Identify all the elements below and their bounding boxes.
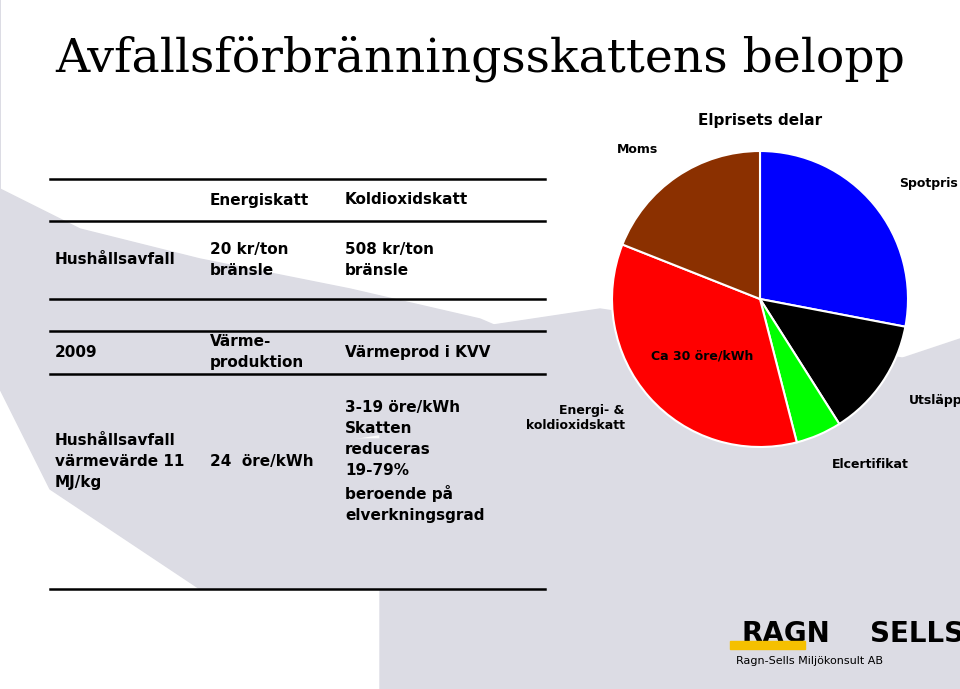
Text: Värme-
produktion: Värme- produktion: [210, 334, 304, 371]
Text: Utsläppsrätter: Utsläppsrätter: [909, 394, 960, 407]
Polygon shape: [0, 0, 550, 449]
Text: Moms: Moms: [617, 143, 659, 156]
Polygon shape: [380, 309, 960, 689]
Text: 24  öre/kWh: 24 öre/kWh: [210, 454, 314, 469]
Text: Spotpris: Spotpris: [900, 177, 958, 190]
Text: RAGN: RAGN: [741, 620, 830, 648]
Wedge shape: [760, 299, 839, 442]
Text: Avfallsförbränningsskattens belopp: Avfallsförbränningsskattens belopp: [55, 36, 905, 82]
Text: SELLS: SELLS: [870, 620, 960, 648]
Text: Ca 30 öre/kWh: Ca 30 öre/kWh: [651, 349, 753, 362]
Text: 20 kr/ton
bränsle: 20 kr/ton bränsle: [210, 242, 289, 278]
Wedge shape: [622, 151, 760, 299]
Bar: [730, 641, 805, 649]
Text: 3-19 öre/kWh
Skatten
reduceras
19-79%
beroende på
elverkningsgrad: 3-19 öre/kWh Skatten reduceras 19-79% be…: [345, 400, 485, 523]
Wedge shape: [760, 151, 908, 327]
Text: Hushållsavfall
värmevärde 11
MJ/kg: Hushållsavfall värmevärde 11 MJ/kg: [55, 433, 184, 490]
Text: Elcertifikat: Elcertifikat: [831, 458, 908, 471]
Wedge shape: [612, 245, 797, 447]
Wedge shape: [760, 299, 905, 424]
Text: Koldioxidskatt: Koldioxidskatt: [345, 192, 468, 207]
Text: 508 kr/ton
bränsle: 508 kr/ton bränsle: [345, 242, 434, 278]
Text: 2009: 2009: [55, 345, 98, 360]
Text: Hushållsavfall: Hushållsavfall: [55, 252, 176, 267]
Polygon shape: [0, 339, 960, 589]
Text: Värmeprod i KVV: Värmeprod i KVV: [345, 345, 491, 360]
Text: Energi- &
koldioxidskatt: Energi- & koldioxidskatt: [525, 404, 625, 433]
Text: Elprisets delar: Elprisets delar: [698, 114, 822, 129]
Text: Ragn-Sells Miljökonsult AB: Ragn-Sells Miljökonsult AB: [736, 656, 883, 666]
Text: Energiskatt: Energiskatt: [210, 192, 309, 207]
